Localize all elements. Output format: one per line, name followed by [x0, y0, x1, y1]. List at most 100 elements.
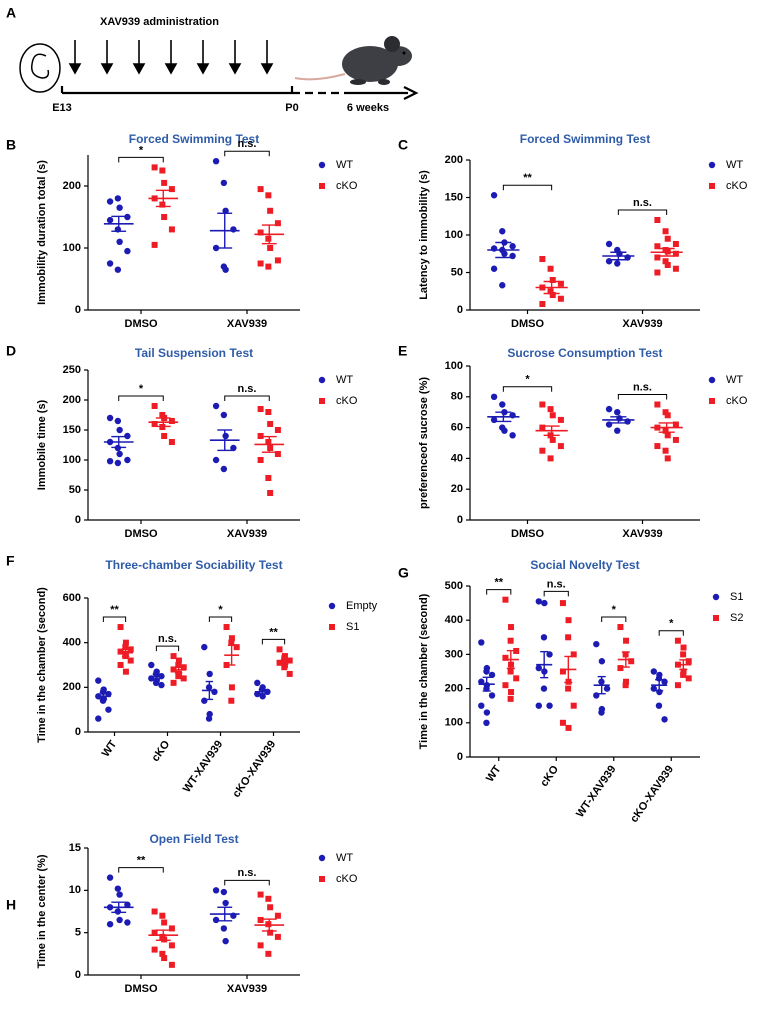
data-point [124, 432, 131, 440]
data-point [127, 646, 134, 653]
y-axis-label: Time in the chamber (second) [36, 587, 48, 743]
data-point [508, 624, 515, 631]
data-point [540, 634, 548, 641]
x-tick-label: cKO-XAV939 [628, 764, 676, 825]
data-point [212, 916, 220, 924]
data-point [662, 427, 669, 434]
y-tick-label: 50 [451, 266, 463, 278]
timeline-title: XAV939 administration [100, 16, 219, 28]
data-point [478, 639, 485, 646]
data-point [124, 919, 131, 926]
data-point [116, 204, 123, 211]
y-axis-label: Latency to immobility (s) [418, 170, 430, 300]
significance-bracket [502, 386, 553, 392]
data-point [674, 637, 681, 644]
y-tick-label: 0 [75, 514, 81, 526]
data-point [151, 929, 158, 936]
data-point [257, 916, 264, 923]
significance-label: n.s. [547, 578, 566, 590]
data-point [267, 245, 274, 251]
chart-title: Forced Swimming Test [129, 132, 259, 146]
x-tick-label: DMSO [125, 983, 158, 995]
data-point [501, 250, 508, 257]
data-point [318, 376, 326, 384]
y-axis-label: preferenceof sucrose (%) [418, 377, 430, 509]
y-tick-label: 200 [445, 683, 463, 695]
data-point [276, 646, 283, 653]
significance-bracket [118, 395, 164, 401]
data-point [257, 260, 264, 267]
data-point [559, 719, 566, 726]
data-point [319, 876, 325, 882]
data-point [106, 458, 114, 465]
data-point [654, 254, 661, 261]
data-point [265, 439, 272, 445]
legend-label: S2 [730, 612, 743, 624]
y-tick-label: 15 [69, 842, 81, 854]
data-point [233, 644, 240, 651]
data-point [507, 668, 514, 675]
data-point [106, 260, 114, 267]
data-point [105, 706, 112, 713]
data-point [674, 682, 681, 689]
data-point [230, 226, 237, 233]
data-point [158, 681, 165, 689]
data-point [605, 405, 613, 413]
y-tick-label: 0 [75, 304, 81, 316]
data-point [565, 724, 572, 731]
data-point [605, 421, 613, 428]
data-point [170, 653, 177, 660]
data-point [565, 685, 572, 692]
data-point [228, 639, 235, 646]
data-point [257, 433, 264, 439]
significance-label: * [612, 604, 617, 616]
data-point [614, 260, 621, 267]
data-point [318, 854, 326, 862]
data-point [180, 664, 187, 671]
data-point [161, 955, 168, 962]
embryo-icon [19, 43, 61, 93]
data-point [122, 639, 129, 646]
data-point [319, 398, 325, 404]
significance-label: n.s. [238, 867, 257, 879]
data-point [116, 891, 123, 898]
data-point [152, 679, 160, 687]
data-point [535, 664, 542, 672]
data-point [106, 874, 114, 881]
y-tick-label: 500 [445, 580, 463, 592]
data-point [549, 436, 556, 443]
data-point [223, 662, 230, 668]
data-point [267, 207, 274, 214]
significance-label: ** [110, 604, 119, 616]
y-tick-label: 250 [63, 364, 81, 376]
data-point [175, 657, 182, 664]
data-point [539, 447, 546, 454]
chart-title: Tail Suspension Test [135, 346, 253, 360]
data-point [603, 685, 611, 692]
x-tick-label: WT-XAV939 [574, 764, 618, 820]
data-point [508, 689, 515, 696]
y-tick-label: 100 [445, 717, 463, 729]
data-point [211, 688, 218, 695]
y-tick-label: 150 [63, 424, 81, 436]
data-point [116, 450, 123, 458]
data-point [175, 662, 182, 668]
data-point [116, 426, 123, 434]
data-point [212, 456, 220, 464]
data-point [329, 624, 335, 630]
data-point [713, 615, 719, 621]
x-tick-label: XAV939 [622, 528, 662, 540]
mouse-icon [294, 36, 412, 85]
data-point [168, 961, 175, 968]
data-point [267, 904, 274, 911]
significance-bracket [543, 590, 569, 597]
data-point [662, 228, 669, 235]
data-point [265, 895, 272, 902]
data-point [254, 679, 261, 687]
chart-title: Three-chamber Sociability Test [105, 558, 282, 572]
data-point [228, 684, 235, 691]
data-point [274, 220, 281, 227]
data-point [565, 617, 572, 624]
data-point [661, 716, 668, 723]
data-point [168, 439, 175, 445]
